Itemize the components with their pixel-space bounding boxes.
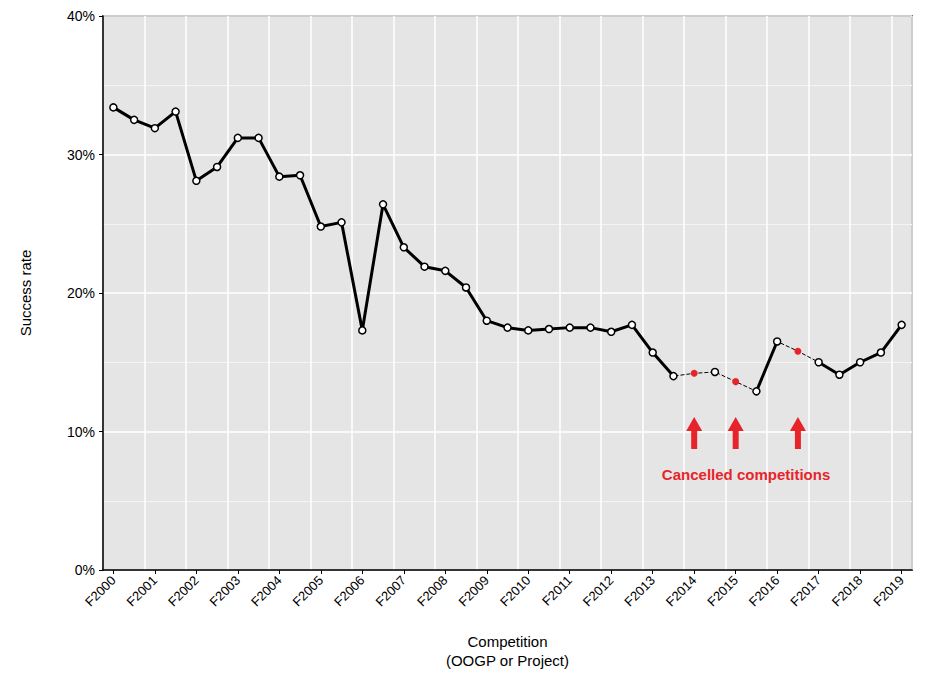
svg-text:F2009: F2009 xyxy=(455,573,492,610)
svg-text:F2006: F2006 xyxy=(331,573,368,610)
svg-text:F2004: F2004 xyxy=(248,573,285,610)
svg-text:F2011: F2011 xyxy=(539,573,575,609)
svg-text:F2013: F2013 xyxy=(621,573,658,610)
svg-text:F2014: F2014 xyxy=(663,573,700,610)
svg-text:F2000: F2000 xyxy=(82,573,119,610)
svg-text:F2017: F2017 xyxy=(787,573,824,610)
svg-text:Competition: Competition xyxy=(467,633,547,650)
svg-text:F2018: F2018 xyxy=(829,573,866,610)
svg-text:30%: 30% xyxy=(67,147,95,163)
svg-text:40%: 40% xyxy=(67,8,95,24)
svg-text:F2007: F2007 xyxy=(372,573,409,610)
svg-text:F2012: F2012 xyxy=(580,573,617,610)
svg-text:F2019: F2019 xyxy=(870,573,907,610)
svg-text:20%: 20% xyxy=(67,285,95,301)
svg-text:F2005: F2005 xyxy=(289,573,326,610)
svg-text:F2010: F2010 xyxy=(497,573,534,610)
svg-text:F2015: F2015 xyxy=(704,573,741,610)
svg-text:F2008: F2008 xyxy=(414,573,451,610)
svg-text:F2016: F2016 xyxy=(746,573,783,610)
svg-text:F2002: F2002 xyxy=(165,573,202,610)
svg-text:Success rate: Success rate xyxy=(17,250,34,337)
svg-text:Cancelled competitions: Cancelled competitions xyxy=(662,466,830,483)
svg-text:F2003: F2003 xyxy=(206,573,243,610)
svg-text:0%: 0% xyxy=(75,562,95,578)
svg-text:10%: 10% xyxy=(67,424,95,440)
svg-text:(OOGP or Project): (OOGP or Project) xyxy=(446,652,569,669)
svg-text:F2001: F2001 xyxy=(124,573,161,610)
